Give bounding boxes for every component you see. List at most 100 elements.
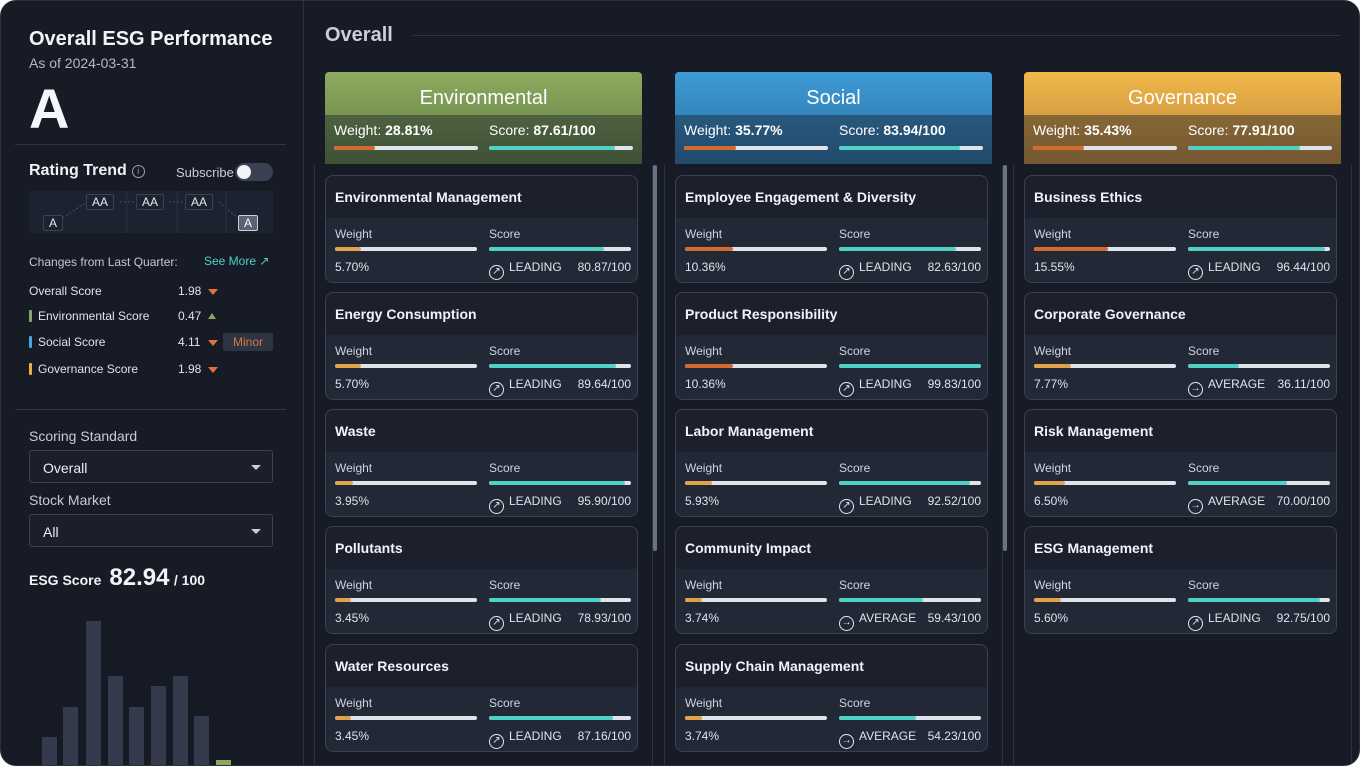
changes-label: Changes from Last Quarter: — [29, 255, 178, 269]
pillar-score-label: Score: — [839, 122, 880, 138]
weight-bar-fill — [335, 716, 351, 720]
histogram-bar — [129, 707, 144, 765]
score-value: 87.16/100 — [577, 729, 631, 743]
page-title: Overall ESG Performance — [29, 28, 273, 50]
weight-value: 15.55% — [1034, 260, 1075, 274]
trend-up-arrow-icon: ↗ — [489, 382, 504, 397]
metric-card[interactable]: Business Ethics Weight Score 15.55% ↗ LEADING… — [1024, 175, 1337, 283]
trend-right-arrow-icon: → — [839, 616, 854, 631]
see-more-link[interactable]: See More ↗ — [204, 254, 270, 268]
score-label: Score — [489, 227, 521, 241]
score-label: Score — [839, 344, 871, 358]
metric-card[interactable]: ESG Management Weight Score 5.60% ↗ LEADING 92… — [1024, 526, 1337, 634]
pillar-column-environmental: Environmental Weight: 28.81% Score: 87.61/… — [314, 72, 657, 765]
metric-card[interactable]: Waste Weight Score 3.95% ↗ LEADING 95.90/100 — [325, 409, 638, 517]
metric-title: Product Responsibility — [685, 306, 838, 322]
status-label: LEADING — [859, 494, 912, 508]
score-label: Score — [1188, 227, 1220, 241]
weight-label: Weight — [1034, 344, 1072, 358]
trend-point-3[interactable]: AA — [136, 194, 165, 210]
score-bar — [839, 716, 981, 720]
subscribe-label: Subscribe — [176, 165, 234, 180]
weight-label: Weight — [685, 578, 723, 592]
weight-value: 3.74% — [685, 729, 720, 743]
trend-up-arrow-icon: ↗ — [1188, 616, 1203, 631]
trend-up-arrow-icon: ↗ — [839, 499, 854, 514]
chevron-down-icon — [251, 529, 261, 534]
status-indicator: ↗ LEADING — [1188, 260, 1261, 280]
status-indicator: ↗ LEADING — [489, 729, 562, 749]
weight-value: 7.77% — [1034, 377, 1069, 391]
score-bar-fill — [839, 481, 971, 485]
metric-card[interactable]: Corporate Governance Weight Score 7.77% → AVE… — [1024, 292, 1337, 400]
weight-bar — [335, 364, 477, 368]
pillar-score-label: Score: — [1188, 122, 1229, 138]
metric-card[interactable]: Product Responsibility Weight Score 10.36% ↗… — [675, 292, 988, 400]
series-color-bar — [29, 336, 32, 348]
status-indicator: → AVERAGE — [839, 729, 916, 749]
pillar-card-list: Business Ethics Weight Score 15.55% ↗ LEADING… — [1013, 165, 1352, 765]
esg-score-max: / 100 — [173, 572, 206, 588]
pillar-weight-label: Weight: — [334, 122, 382, 138]
metric-card[interactable]: Supply Chain Management Weight Score 3.74% →… — [675, 644, 988, 752]
pillar-score-label: Score: — [489, 122, 530, 138]
trend-point-current[interactable]: A — [238, 215, 259, 231]
metric-details: Weight Score 6.50% → AVERAGE 70.00/100 — [1025, 452, 1336, 516]
change-row: Overall Score 1.98 — [29, 284, 273, 302]
metric-title: Pollutants — [335, 540, 403, 556]
status-badge: Minor — [223, 333, 273, 351]
status-indicator: ↗ LEADING — [839, 494, 912, 514]
metric-card[interactable]: Labor Management Weight Score 5.93% ↗ LEADING… — [675, 409, 988, 517]
as-of-date: As of 2024-03-31 — [29, 55, 137, 71]
stock-market-label: Stock Market — [29, 492, 111, 508]
scrollbar[interactable] — [1003, 165, 1007, 551]
trend-up-arrow-icon: ↗ — [489, 499, 504, 514]
metric-card[interactable]: Community Impact Weight Score 3.74% → AVERAGE… — [675, 526, 988, 634]
trend-point-1[interactable]: A — [43, 215, 64, 231]
stock-market-value: All — [43, 524, 59, 540]
status-label: LEADING — [859, 260, 912, 274]
metric-details: Weight Score 3.74% → AVERAGE 54.23/100 — [676, 687, 987, 751]
weight-value: 3.95% — [335, 494, 370, 508]
change-value: 4.11 — [178, 335, 201, 349]
metric-title: Environmental Management — [335, 189, 522, 205]
change-value: 0.47 — [178, 309, 202, 323]
metric-card[interactable]: Risk Management Weight Score 6.50% → AVERAGE 7… — [1024, 409, 1337, 517]
change-value: 1.98 — [178, 284, 202, 298]
scrollbar[interactable] — [653, 165, 657, 551]
score-bar — [839, 481, 981, 485]
score-bar-fill — [839, 598, 924, 602]
change-row: Social Score 4.11 Minor — [29, 333, 273, 353]
trend-point-4[interactable]: AA — [185, 194, 214, 210]
metric-title: Labor Management — [685, 423, 814, 439]
status-label: AVERAGE — [1208, 494, 1266, 508]
metric-card[interactable]: Environmental Management Weight Score 5.70%… — [325, 175, 638, 283]
metric-details: Weight Score 5.70% ↗ LEADING 80.87/100 — [326, 218, 637, 282]
pillar-weight: Weight: 35.43% — [1033, 122, 1132, 138]
histogram-bar — [63, 707, 78, 765]
scoring-standard-select[interactable]: Overall — [29, 450, 273, 483]
metric-card[interactable]: Energy Consumption Weight Score 5.70% ↗ LEADI… — [325, 292, 638, 400]
trend-point-2[interactable]: AA — [86, 194, 115, 210]
metric-card[interactable]: Pollutants Weight Score 3.45% ↗ LEADING 78.93/… — [325, 526, 638, 634]
esg-score-value: 82.94 — [109, 564, 170, 591]
pillar-score-value: 83.94/100 — [883, 122, 946, 138]
score-label: Score — [1188, 344, 1220, 358]
change-row: Environmental Score 0.47 — [29, 309, 273, 327]
change-label: Overall Score — [29, 284, 102, 298]
status-label: LEADING — [1208, 611, 1261, 625]
stock-market-select[interactable]: All — [29, 514, 273, 547]
status-label: LEADING — [509, 377, 562, 391]
status-label: LEADING — [859, 377, 912, 391]
metric-title: Employee Engagement & Diversity — [685, 189, 917, 205]
divider — [15, 144, 286, 145]
pillar-score-bar — [839, 146, 983, 150]
subscribe-toggle[interactable] — [235, 163, 273, 181]
weight-bar-fill — [335, 598, 351, 602]
metric-title: Risk Management — [1034, 423, 1154, 439]
trend-up-arrow-icon: ↗ — [489, 734, 504, 749]
metric-card[interactable]: Water Resources Weight Score 3.45% ↗ LEADING 8… — [325, 644, 638, 752]
info-icon[interactable]: i — [131, 165, 145, 178]
metric-card[interactable]: Employee Engagement & Diversity Weight Sco… — [675, 175, 988, 283]
weight-value: 5.70% — [335, 377, 370, 391]
